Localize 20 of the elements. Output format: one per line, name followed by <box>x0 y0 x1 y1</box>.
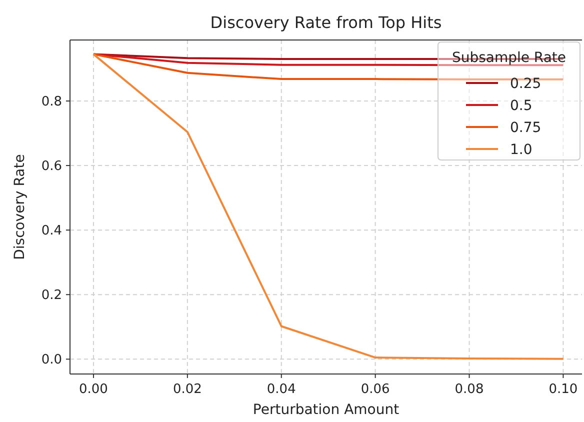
legend-title: Subsample Rate <box>452 50 566 66</box>
legend-label: 0.5 <box>510 98 532 114</box>
x-tick-label: 0.06 <box>360 382 390 397</box>
x-tick-label: 0.00 <box>79 382 108 397</box>
x-tick-label: 0.02 <box>172 382 202 397</box>
x-tick-label: 0.08 <box>454 382 484 397</box>
y-tick-label: 0.4 <box>41 224 62 239</box>
y-tick-label: 0.8 <box>41 94 62 110</box>
y-tick-label: 0.0 <box>41 352 62 368</box>
x-axis-title: Perturbation Amount <box>252 402 400 418</box>
chart-title: Discovery Rate from Top Hits <box>210 13 442 32</box>
y-tick-label: 0.2 <box>41 288 62 304</box>
y-axis-title: Discovery Rate <box>12 154 28 260</box>
legend-label: 0.25 <box>510 76 542 92</box>
x-tick-label: 0.04 <box>266 382 296 397</box>
y-tick-label: 0.6 <box>41 159 62 174</box>
legend-label: 0.75 <box>510 120 542 136</box>
x-tick-label: 0.10 <box>548 382 578 397</box>
legend-label: 1.0 <box>510 142 532 158</box>
line-series <box>92 53 564 360</box>
